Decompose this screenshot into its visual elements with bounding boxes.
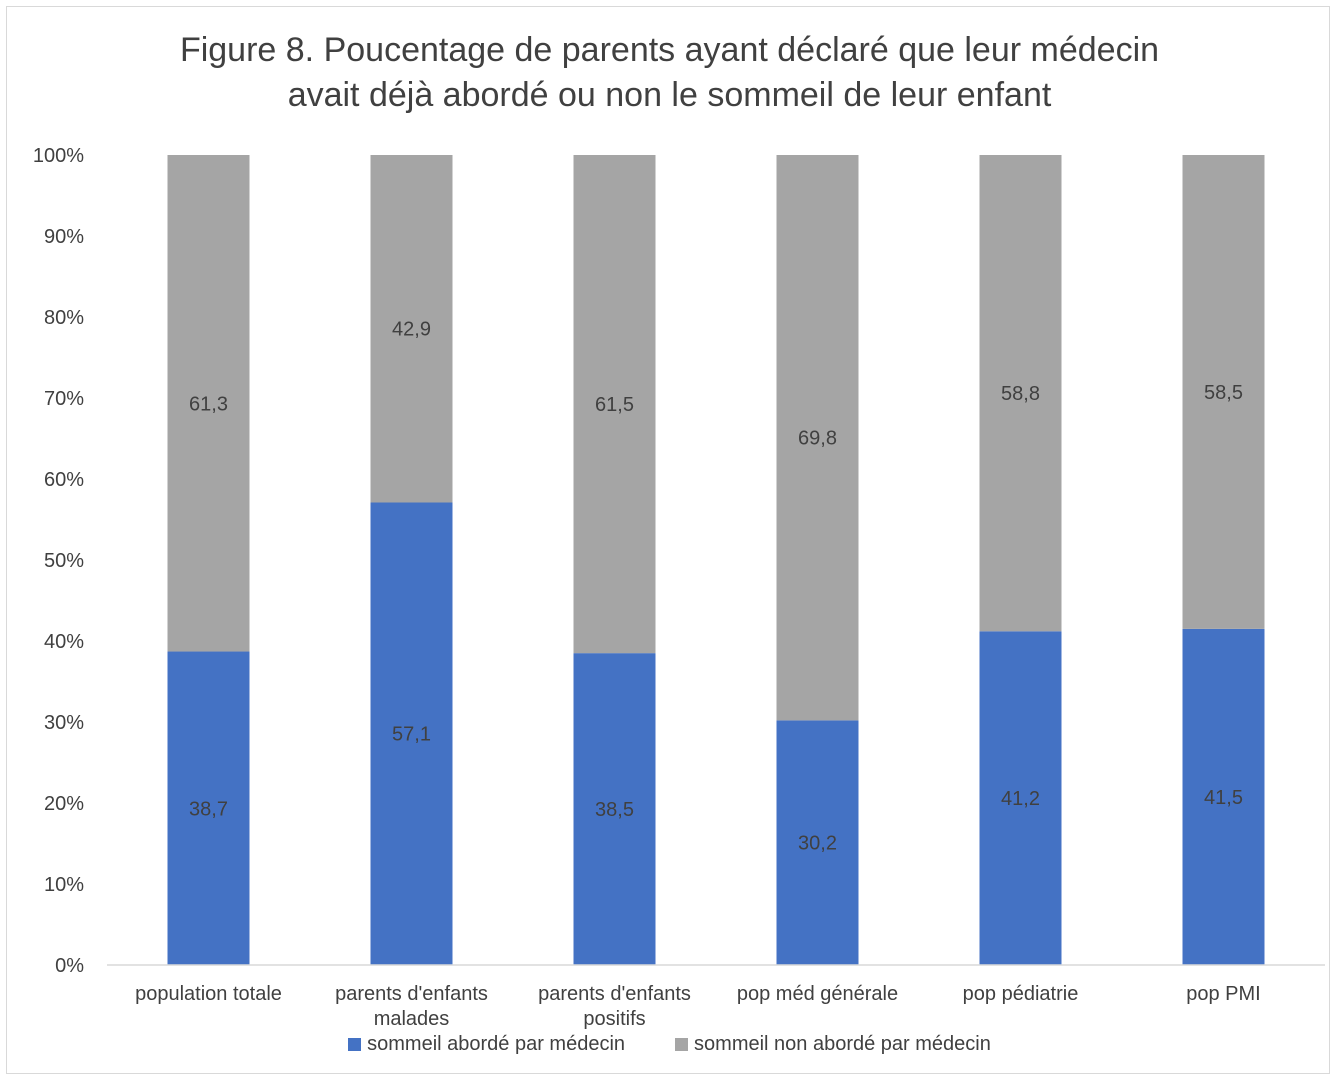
- y-tick-label: 60%: [44, 469, 84, 491]
- data-label: 61,5: [595, 394, 634, 416]
- legend-swatch-blue: [348, 1038, 362, 1051]
- legend-label: sommeil abordé par médecin: [367, 1033, 626, 1055]
- x-tick-label: parents d'enfants: [538, 983, 691, 1005]
- bar-segment-aborde: [167, 651, 250, 965]
- y-tick-label: 80%: [44, 307, 84, 329]
- data-label: 38,5: [595, 799, 634, 821]
- bar-segment-non-aborde: [167, 155, 250, 652]
- data-label: 41,2: [1001, 788, 1040, 810]
- bar-segment-aborde: [573, 653, 656, 965]
- bar-segment-non-aborde: [370, 155, 453, 503]
- chart-title-line-1: Figure 8. Poucentage de parents ayant dé…: [179, 31, 1160, 69]
- y-tick-label: 50%: [44, 550, 84, 572]
- bar-segment-non-aborde: [1182, 155, 1265, 629]
- y-tick-label: 40%: [44, 631, 84, 653]
- bar-segment-aborde: [776, 720, 859, 965]
- x-tick-label: pop pédiatrie: [963, 983, 1079, 1005]
- legend-swatch-gray: [675, 1038, 689, 1051]
- chart-title: Figure 8. Poucentage de parents ayant dé…: [100, 28, 1239, 118]
- y-tick-label: 20%: [44, 793, 84, 815]
- y-tick-label: 0%: [55, 955, 84, 977]
- data-label: 42,9: [392, 319, 431, 341]
- bar-segment-aborde: [1182, 628, 1265, 965]
- bar-segment-non-aborde: [979, 155, 1062, 632]
- x-tick-label: malades: [374, 1008, 450, 1030]
- x-tick-label: population totale: [135, 983, 282, 1005]
- y-tick-label: 30%: [44, 712, 84, 734]
- legend-item-sommeil-non-aborde: sommeil non abordé par médecin: [675, 1033, 991, 1056]
- data-label: 57,1: [392, 724, 431, 746]
- data-label: 30,2: [798, 833, 837, 855]
- x-axis: population totale parents d'enfants malade…: [107, 964, 1325, 1030]
- y-tick-label: 90%: [44, 226, 84, 248]
- data-label: 69,8: [798, 428, 837, 450]
- legend: sommeil abordé par médecin sommeil non a…: [0, 1033, 1339, 1056]
- data-label: 38,7: [189, 798, 228, 820]
- bar-segment-aborde: [979, 631, 1062, 965]
- bar-segment-aborde: [370, 502, 453, 965]
- y-axis: 0% 10% 20% 30% 40% 50% 60% 70% 80% 90% 100%: [33, 145, 84, 977]
- data-labels: 38,7 61,3 57,1 42,9 38,5 61,5 30,2 69,8 41,2 58,8…: [189, 319, 1243, 855]
- legend-label: sommeil non abordé par médecin: [694, 1033, 991, 1055]
- x-tick-label: pop PMI: [1186, 983, 1260, 1005]
- data-label: 58,8: [1001, 383, 1040, 405]
- x-tick-label: parents d'enfants: [335, 983, 488, 1005]
- data-label: 41,5: [1204, 787, 1243, 809]
- bar-segment-non-aborde: [776, 155, 859, 721]
- data-label: 61,3: [189, 393, 228, 415]
- bars: [167, 155, 1265, 965]
- y-tick-label: 10%: [44, 874, 84, 896]
- y-tick-label: 70%: [44, 388, 84, 410]
- data-label: 58,5: [1204, 382, 1243, 404]
- legend-item-sommeil-aborde: sommeil abordé par médecin: [348, 1033, 625, 1056]
- bar-segment-non-aborde: [573, 155, 656, 654]
- chart-title-line-2: avait déjà abordé ou non le sommeil de l…: [287, 76, 1052, 114]
- x-tick-label: pop méd générale: [737, 983, 898, 1005]
- y-tick-label: 100%: [33, 145, 84, 167]
- x-tick-label: positifs: [583, 1008, 645, 1030]
